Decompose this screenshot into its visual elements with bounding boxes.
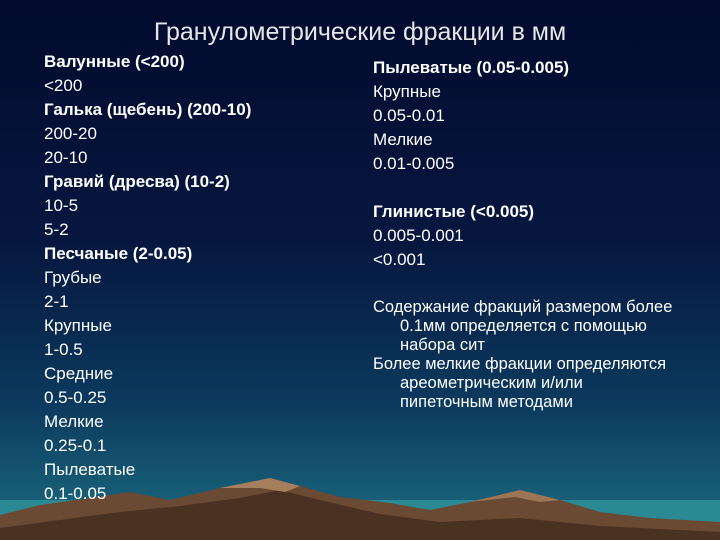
group: Гравий (дресва) (10-2) 10-5 5-2 bbox=[44, 170, 251, 242]
group: Галька (щебень) (200-10) 200-20 20-10 bbox=[44, 98, 251, 170]
group-item: Грубые bbox=[44, 268, 102, 287]
note: Более мелкие фракции определяются ареоме… bbox=[373, 355, 667, 411]
group-item: Мелкие bbox=[44, 412, 104, 431]
group-item: 2-1 bbox=[44, 292, 69, 311]
group-heading: Песчаные (2-0.05) bbox=[44, 244, 193, 263]
group-heading: Глинистые (<0.005) bbox=[373, 202, 535, 221]
group-item: Крупные bbox=[44, 316, 112, 335]
slide-title: Гранулометрические фракции в мм bbox=[153, 18, 567, 46]
group: Глинистые (<0.005) 0.005-0.001 <0.001 bbox=[373, 200, 569, 272]
group-item: 0.005-0.001 bbox=[373, 226, 464, 245]
group-heading: Галька (щебень) (200-10) bbox=[44, 100, 252, 119]
group-item: 0.05-0.01 bbox=[373, 106, 445, 125]
group: Валунные (<200) <200 bbox=[44, 50, 251, 98]
group-item: 0.1-0.05 bbox=[44, 484, 107, 503]
notes: Содержание фракций размером более 0.1мм … bbox=[373, 298, 673, 412]
group-item: 1-0.5 bbox=[44, 340, 83, 359]
group-heading: Валунные (<200) bbox=[44, 52, 185, 71]
group-item: <200 bbox=[44, 76, 83, 95]
group-item: 200-20 bbox=[44, 124, 97, 143]
group-item: Мелкие bbox=[373, 130, 433, 149]
note: Содержание фракций размером более 0.1мм … bbox=[373, 298, 673, 354]
group-item: <0.001 bbox=[373, 250, 426, 269]
group-item: Пылеватые bbox=[44, 460, 136, 479]
group-heading: Пылеватые (0.05-0.005) bbox=[373, 58, 570, 77]
group: Пылеватые (0.05-0.005) Крупные 0.05-0.01 Ме… bbox=[373, 56, 569, 176]
group-item: 0.01-0.005 bbox=[373, 154, 455, 173]
group-item: 0.5-0.25 bbox=[44, 388, 107, 407]
group: Песчаные (2-0.05) Грубые 2-1 Крупные 1-0.5 Ср… bbox=[44, 242, 251, 506]
group-heading: Гравий (дресва) (10-2) bbox=[44, 172, 230, 191]
group-item: Крупные bbox=[373, 82, 441, 101]
group-item: Средние bbox=[44, 364, 114, 383]
group-item: 0.25-0.1 bbox=[44, 436, 107, 455]
right-column: Пылеватые (0.05-0.005) Крупные 0.05-0.01 Ме… bbox=[373, 56, 569, 272]
group-item: 10-5 bbox=[44, 196, 79, 215]
group-item: 5-2 bbox=[44, 220, 69, 239]
left-column: Валунные (<200) <200 Галька (щебень) (200-… bbox=[44, 50, 251, 506]
group-item: 20-10 bbox=[44, 148, 88, 167]
